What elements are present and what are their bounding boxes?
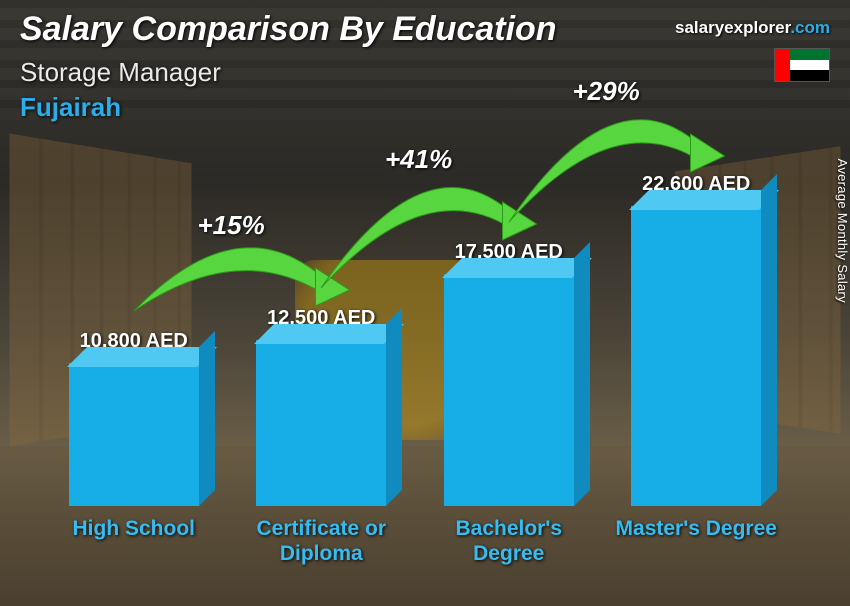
- bar-top-0: [67, 347, 217, 367]
- bar-label-3: Master's Degree: [606, 516, 786, 578]
- flag-stripes: [790, 49, 829, 81]
- bar-side-0: [199, 331, 215, 506]
- flag-hoist: [775, 49, 790, 81]
- salary-chart: 10,800 AED 12,500 AED 17,500 AED 22,600 …: [40, 160, 790, 578]
- bar-label-1: Certificate or Diploma: [231, 516, 411, 578]
- flag-stripe-0: [790, 49, 829, 60]
- brand-label: salaryexplorer.com: [675, 18, 830, 38]
- bar-label-2: Bachelor's Degree: [419, 516, 599, 578]
- uae-flag-icon: [774, 48, 830, 82]
- brand-tld: .com: [790, 18, 830, 37]
- bar-group-3: 22,600 AED: [606, 173, 786, 506]
- bar-side-1: [386, 308, 402, 506]
- bar-group-0: 10,800 AED: [44, 330, 224, 506]
- bar-group-2: 17,500 AED: [419, 241, 599, 506]
- chart-location: Fujairah: [20, 92, 830, 123]
- bar-top-3: [629, 190, 779, 210]
- bar-face-3: [631, 206, 761, 506]
- chart-subtitle: Storage Manager: [20, 57, 830, 88]
- bar-label-0: High School: [44, 516, 224, 578]
- bar-top-1: [254, 324, 404, 344]
- bar-0: [69, 363, 199, 506]
- labels-row: High SchoolCertificate or DiplomaBachelo…: [40, 516, 790, 578]
- bar-3: [631, 206, 761, 506]
- bar-side-3: [761, 174, 777, 506]
- bars-row: 10,800 AED 12,500 AED 17,500 AED 22,600 …: [40, 160, 790, 506]
- bar-1: [256, 340, 386, 506]
- bar-2: [444, 274, 574, 506]
- bar-face-0: [69, 363, 199, 506]
- bar-face-2: [444, 274, 574, 506]
- brand-name: salaryexplorer: [675, 18, 790, 37]
- bar-group-1: 12,500 AED: [231, 307, 411, 506]
- flag-stripe-2: [790, 70, 829, 81]
- y-axis-label: Average Monthly Salary: [835, 159, 850, 303]
- bar-face-1: [256, 340, 386, 506]
- flag-stripe-1: [790, 60, 829, 71]
- bar-side-2: [574, 242, 590, 506]
- bar-top-2: [442, 258, 592, 278]
